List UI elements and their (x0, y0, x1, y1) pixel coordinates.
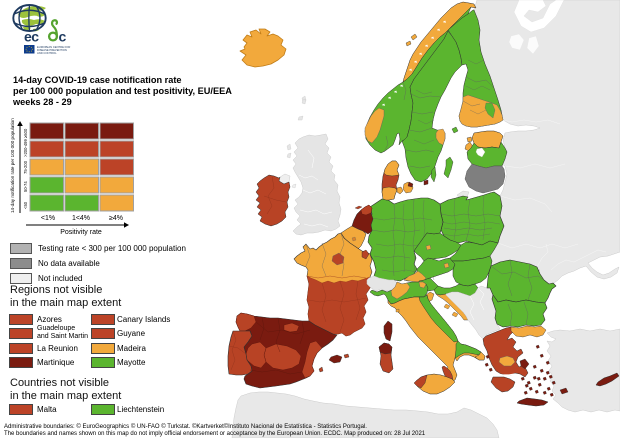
svg-text:<1%: <1% (41, 215, 55, 222)
svg-text:>200-499: >200-499 (23, 139, 28, 157)
svg-text:ec: ec (24, 29, 39, 45)
svg-text:AND CONTROL: AND CONTROL (37, 51, 57, 55)
svg-text:14-day notification rate per 1: 14-day notification rate per 100 000 pop… (10, 118, 15, 213)
svg-text:DISEASE PREVENTION: DISEASE PREVENTION (37, 48, 67, 52)
svg-text:50-74: 50-74 (23, 181, 28, 192)
svg-text:Positivity rate: Positivity rate (60, 229, 102, 236)
svg-text:≥500: ≥500 (23, 128, 28, 138)
svg-text:75-200: 75-200 (23, 160, 28, 174)
svg-text:c: c (59, 29, 67, 45)
svg-text:1<4%: 1<4% (72, 215, 90, 222)
svg-text:<50: <50 (23, 201, 28, 209)
svg-text:≥4%: ≥4% (109, 215, 123, 222)
svg-text:EUROPEAN CENTRE FOR: EUROPEAN CENTRE FOR (37, 45, 70, 49)
